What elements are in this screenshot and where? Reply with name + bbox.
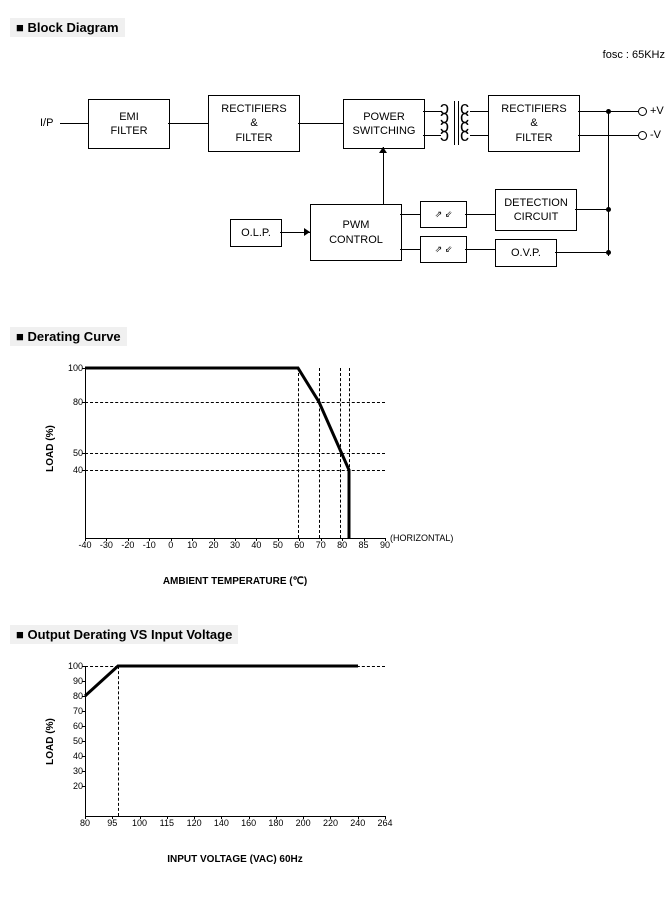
emi-filter-block: EMI FILTER bbox=[88, 99, 170, 149]
transformer-primary-icon: ᴐᴐᴐᴐ bbox=[440, 104, 446, 140]
block-diagram: fosc : 65KHz I/P EMI FILTER RECTIFIERS &… bbox=[10, 49, 670, 299]
ovp-block: O.V.P. bbox=[495, 239, 557, 267]
rectifiers-filter-2-block: RECTIFIERS & FILTER bbox=[488, 95, 580, 152]
output-derating-chart: LOAD (%) 2030405060708090100809510011512… bbox=[55, 656, 670, 865]
optocoupler-1-icon: ⇗ ⇙ bbox=[420, 201, 467, 228]
section-title-block-diagram: Block Diagram bbox=[10, 18, 125, 37]
detection-circuit-block: DETECTION CIRCUIT bbox=[495, 189, 577, 231]
chart1-xlabel: AMBIENT TEMPERATURE (℃) bbox=[85, 576, 385, 587]
vplus-label: +V bbox=[650, 105, 664, 117]
derating-curve-chart: LOAD (%) 405080100-40-30-20-100102030405… bbox=[55, 358, 670, 587]
rectifiers-filter-1-block: RECTIFIERS & FILTER bbox=[208, 95, 300, 152]
chart2-xlabel: INPUT VOLTAGE (VAC) 60Hz bbox=[85, 854, 385, 865]
fosc-label: fosc : 65KHz bbox=[603, 49, 665, 61]
vminus-label: -V bbox=[650, 129, 661, 141]
input-label: I/P bbox=[40, 117, 53, 129]
olp-block: O.L.P. bbox=[230, 219, 282, 247]
transformer-secondary-icon: cccc bbox=[460, 104, 466, 140]
section-title-derating-curve: Derating Curve bbox=[10, 327, 127, 346]
pwm-control-block: PWM CONTROL bbox=[310, 204, 402, 261]
section-title-output-derating: Output Derating VS Input Voltage bbox=[10, 625, 238, 644]
optocoupler-2-icon: ⇗ ⇙ bbox=[420, 236, 467, 263]
power-switching-block: POWER SWITCHING bbox=[343, 99, 425, 149]
